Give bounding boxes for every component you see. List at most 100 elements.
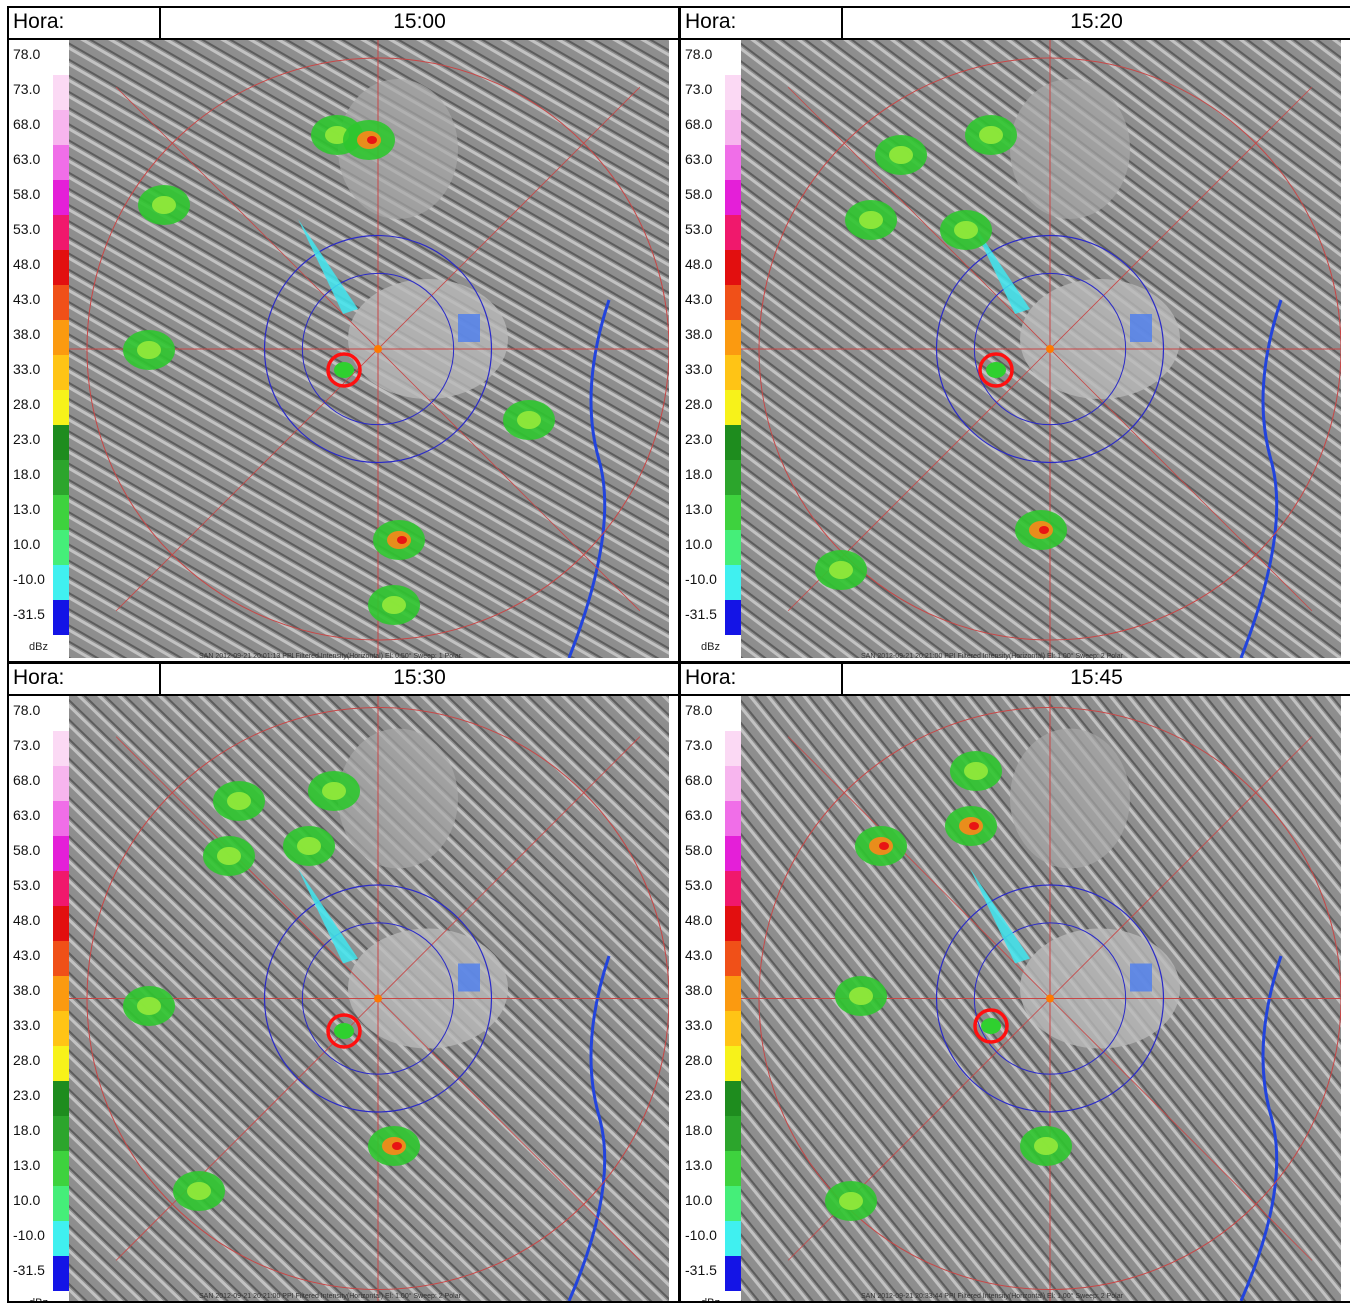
river-line bbox=[1239, 299, 1283, 658]
legend-row: 53.0 bbox=[683, 215, 741, 250]
plateau-shading bbox=[338, 728, 458, 869]
legend-row: -31.5 bbox=[11, 600, 69, 635]
legend-row: 53.0 bbox=[11, 871, 69, 906]
echo-core bbox=[979, 126, 1003, 144]
legend-swatch bbox=[53, 40, 69, 75]
hora-label: Hora: bbox=[13, 666, 65, 689]
legend-swatch bbox=[53, 250, 69, 285]
legend-swatch bbox=[725, 215, 741, 250]
range-ring-inner bbox=[301, 272, 455, 426]
legend-swatch bbox=[725, 320, 741, 355]
dbz-legend: 78.0 73.0 68.0 63.0 58.0 53.0 48.0 43.0 38.0 33.0… bbox=[683, 696, 741, 1301]
legend-swatch bbox=[725, 1011, 741, 1046]
radar-panel: 78.0 73.0 68.0 63.0 58.0 53.0 48.0 43.0 38.0 33.0… bbox=[681, 40, 1350, 661]
legend-swatch bbox=[725, 40, 741, 75]
legend-swatch bbox=[725, 110, 741, 145]
urban-area bbox=[458, 314, 480, 342]
echo-peak bbox=[397, 536, 407, 544]
legend-swatch bbox=[725, 906, 741, 941]
legend-swatch bbox=[53, 565, 69, 600]
legend-row: 38.0 bbox=[683, 976, 741, 1011]
range-ring-inner bbox=[263, 234, 493, 464]
legend-row: 23.0 bbox=[11, 425, 69, 460]
legend-row: 38.0 bbox=[683, 320, 741, 355]
legend-value: 33.0 bbox=[13, 1017, 41, 1033]
legend-swatch bbox=[725, 1256, 741, 1291]
legend-value: 43.0 bbox=[685, 291, 713, 307]
legend-row: 18.0 bbox=[11, 1116, 69, 1151]
legend-swatch bbox=[725, 530, 741, 565]
legend-row: 10.0 bbox=[683, 1186, 741, 1221]
legend-row: 63.0 bbox=[683, 145, 741, 180]
legend-value: 23.0 bbox=[13, 431, 41, 447]
legend-swatch bbox=[53, 215, 69, 250]
legend-row: 33.0 bbox=[11, 1011, 69, 1046]
legend-value: 73.0 bbox=[685, 737, 713, 753]
legend-row: 68.0 bbox=[683, 110, 741, 145]
echo-cyan bbox=[298, 219, 358, 314]
echo-cell bbox=[334, 1023, 354, 1039]
legend-value: 43.0 bbox=[685, 947, 713, 963]
legend-value: 73.0 bbox=[13, 737, 41, 753]
legend-row: 53.0 bbox=[683, 871, 741, 906]
legend-value: 43.0 bbox=[13, 947, 41, 963]
legend-value: 48.0 bbox=[13, 912, 41, 928]
legend-row: 48.0 bbox=[11, 250, 69, 285]
legend-swatch bbox=[725, 460, 741, 495]
highlight-circle bbox=[326, 1013, 362, 1049]
legend-swatch bbox=[53, 836, 69, 871]
legend-value: 48.0 bbox=[685, 912, 713, 928]
legend-value: 18.0 bbox=[685, 466, 713, 482]
legend-swatch bbox=[53, 320, 69, 355]
echo-peak bbox=[879, 842, 889, 850]
radar-site-marker bbox=[1046, 345, 1054, 353]
range-ring-inner bbox=[973, 272, 1127, 426]
legend-value: 58.0 bbox=[13, 186, 41, 202]
legend-row: 58.0 bbox=[683, 836, 741, 871]
echo-cell bbox=[986, 362, 1006, 378]
legend-value: 10.0 bbox=[13, 1192, 41, 1208]
legend-row: 43.0 bbox=[11, 941, 69, 976]
legend-swatch bbox=[725, 390, 741, 425]
echo-core bbox=[152, 196, 176, 214]
legend-value: 10.0 bbox=[13, 536, 41, 552]
legend-swatch bbox=[725, 1046, 741, 1081]
radar-map bbox=[69, 696, 669, 1301]
legend-swatch bbox=[53, 180, 69, 215]
legend-swatch bbox=[53, 1151, 69, 1186]
legend-value: 78.0 bbox=[13, 702, 41, 718]
legend-swatch bbox=[53, 1221, 69, 1256]
legend-value: 13.0 bbox=[13, 1157, 41, 1173]
legend-value: 73.0 bbox=[13, 81, 41, 97]
range-ring-inner bbox=[935, 234, 1165, 464]
river-line bbox=[1239, 955, 1283, 1301]
legend-value: 28.0 bbox=[685, 396, 713, 412]
plateau-shading bbox=[1020, 928, 1180, 1049]
legend-row: 33.0 bbox=[683, 355, 741, 390]
echo-core bbox=[517, 411, 541, 429]
legend-row: 28.0 bbox=[11, 390, 69, 425]
legend-row: 78.0 bbox=[683, 696, 741, 731]
echo-core bbox=[322, 782, 346, 800]
legend-swatch bbox=[53, 530, 69, 565]
echo-peak bbox=[1039, 526, 1049, 534]
dbz-legend: 78.0 73.0 68.0 63.0 58.0 53.0 48.0 43.0 38.0 33.0… bbox=[683, 40, 741, 653]
plateau-shading bbox=[1010, 728, 1130, 869]
legend-swatch bbox=[725, 1081, 741, 1116]
legend-value: 13.0 bbox=[685, 501, 713, 517]
scan-footer: SAN 2012-09-21 20:01:13 PPI Filtered Int… bbox=[199, 653, 461, 660]
radar-map bbox=[741, 696, 1341, 1301]
legend-row: 28.0 bbox=[683, 390, 741, 425]
legend-value: 68.0 bbox=[13, 116, 41, 132]
legend-row: 18.0 bbox=[683, 1116, 741, 1151]
echo-peak bbox=[392, 1142, 402, 1150]
legend-swatch bbox=[53, 460, 69, 495]
legend-swatch bbox=[53, 871, 69, 906]
time-value: 15:30 bbox=[393, 666, 446, 689]
radar-panel: 78.0 73.0 68.0 63.0 58.0 53.0 48.0 43.0 38.0 33.0… bbox=[9, 696, 678, 1301]
legend-swatch bbox=[725, 1186, 741, 1221]
highlight-circle bbox=[326, 352, 362, 388]
echo-core bbox=[137, 341, 161, 359]
legend-row: 18.0 bbox=[683, 460, 741, 495]
range-ring-inner bbox=[935, 884, 1165, 1113]
